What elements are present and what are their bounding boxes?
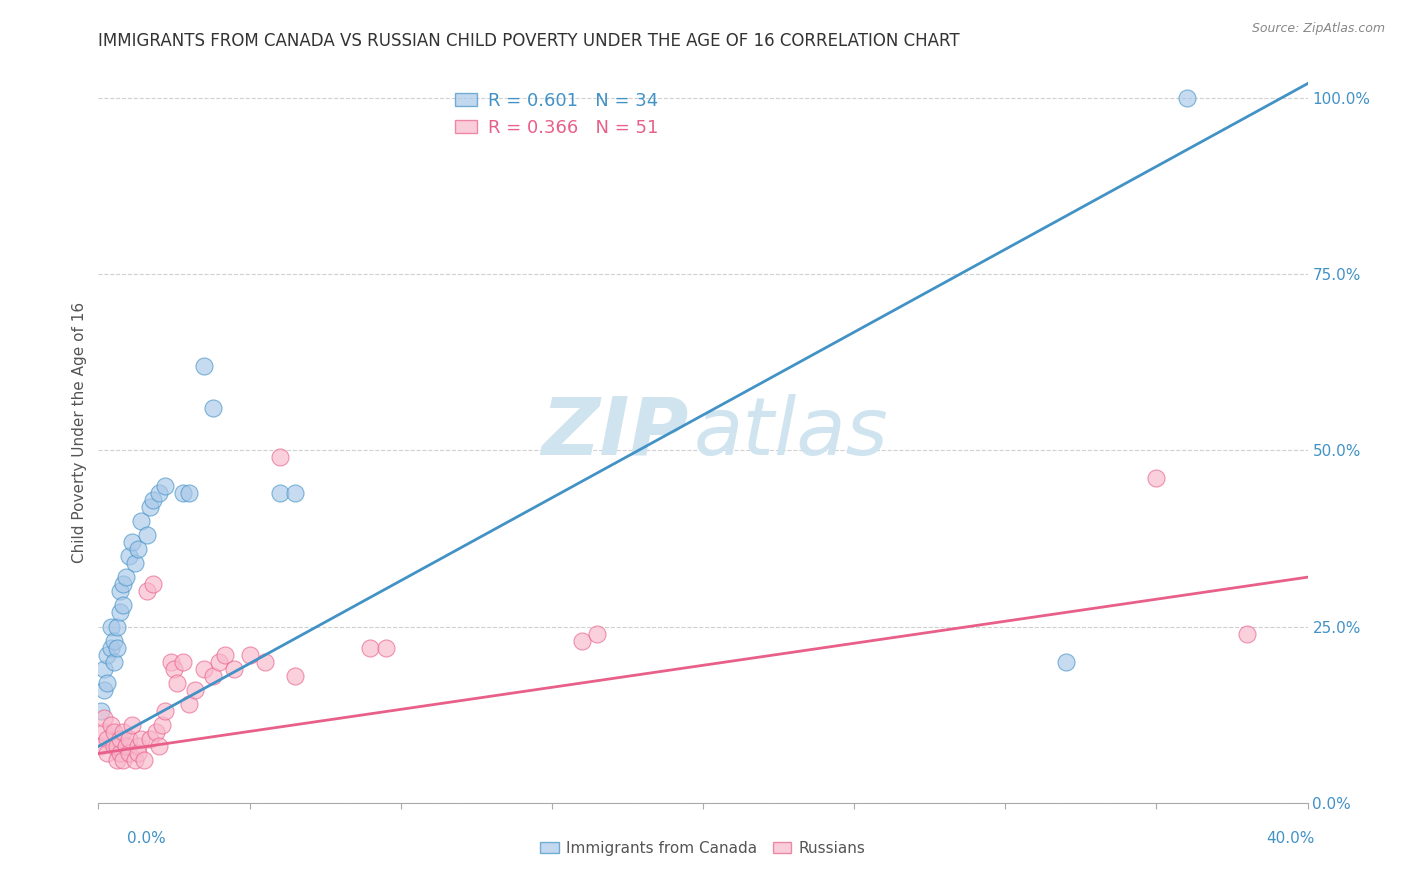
Point bbox=[153, 478, 176, 492]
Legend: Immigrants from Canada, Russians: Immigrants from Canada, Russians bbox=[534, 835, 872, 862]
Point bbox=[93, 683, 115, 698]
Point bbox=[127, 541, 149, 556]
Point bbox=[208, 655, 231, 669]
Point bbox=[90, 739, 112, 754]
Point bbox=[184, 683, 207, 698]
Point bbox=[103, 725, 125, 739]
Point bbox=[111, 754, 134, 768]
Point bbox=[139, 732, 162, 747]
Point bbox=[108, 732, 131, 747]
Point bbox=[193, 662, 215, 676]
Text: atlas: atlas bbox=[693, 393, 889, 472]
Point bbox=[224, 662, 246, 676]
Point bbox=[121, 718, 143, 732]
Point bbox=[193, 359, 215, 373]
Point bbox=[1175, 91, 1198, 105]
Point bbox=[571, 633, 593, 648]
Text: IMMIGRANTS FROM CANADA VS RUSSIAN CHILD POVERTY UNDER THE AGE OF 16 CORRELATION : IMMIGRANTS FROM CANADA VS RUSSIAN CHILD … bbox=[98, 32, 960, 50]
Point bbox=[96, 732, 118, 747]
Point bbox=[93, 711, 115, 725]
Point bbox=[284, 669, 307, 683]
Point bbox=[172, 485, 194, 500]
Point bbox=[103, 633, 125, 648]
Point bbox=[129, 732, 152, 747]
Point bbox=[114, 739, 136, 754]
Point bbox=[135, 528, 157, 542]
Text: 40.0%: 40.0% bbox=[1267, 831, 1315, 846]
Y-axis label: Child Poverty Under the Age of 16: Child Poverty Under the Age of 16 bbox=[72, 302, 87, 563]
Point bbox=[148, 485, 170, 500]
Point bbox=[269, 485, 291, 500]
Point bbox=[153, 704, 176, 718]
Point bbox=[202, 669, 225, 683]
Point bbox=[132, 754, 155, 768]
Point bbox=[239, 648, 262, 662]
Point bbox=[103, 655, 125, 669]
Point bbox=[124, 556, 146, 570]
Point bbox=[111, 599, 134, 613]
Point bbox=[148, 739, 170, 754]
Point bbox=[202, 401, 225, 415]
Point bbox=[360, 640, 382, 655]
Point bbox=[214, 648, 236, 662]
Point bbox=[108, 747, 131, 761]
Point bbox=[127, 739, 149, 754]
Point bbox=[374, 640, 396, 655]
Point bbox=[118, 549, 141, 563]
Point bbox=[118, 747, 141, 761]
Point bbox=[96, 747, 118, 761]
Point bbox=[118, 732, 141, 747]
Point bbox=[284, 485, 307, 500]
Point bbox=[93, 662, 115, 676]
Point bbox=[179, 485, 201, 500]
Point bbox=[96, 676, 118, 690]
Point bbox=[160, 655, 183, 669]
Point bbox=[108, 584, 131, 599]
Point bbox=[135, 584, 157, 599]
Point bbox=[1236, 626, 1258, 640]
Text: ZIP: ZIP bbox=[541, 393, 689, 472]
Point bbox=[111, 725, 134, 739]
Point bbox=[124, 754, 146, 768]
Point bbox=[103, 739, 125, 754]
Point bbox=[269, 450, 291, 465]
Text: Source: ZipAtlas.com: Source: ZipAtlas.com bbox=[1251, 22, 1385, 36]
Point bbox=[111, 577, 134, 591]
Point bbox=[586, 626, 609, 640]
Point bbox=[93, 725, 115, 739]
Point bbox=[100, 619, 122, 633]
Point bbox=[129, 514, 152, 528]
Point bbox=[105, 619, 128, 633]
Point bbox=[172, 655, 194, 669]
Point bbox=[139, 500, 162, 514]
Point bbox=[163, 662, 186, 676]
Point bbox=[121, 535, 143, 549]
Point bbox=[100, 718, 122, 732]
Point bbox=[142, 492, 165, 507]
Point bbox=[100, 640, 122, 655]
Point bbox=[1054, 655, 1077, 669]
Point bbox=[114, 570, 136, 584]
Point bbox=[108, 606, 131, 620]
Point bbox=[253, 655, 276, 669]
Point bbox=[96, 648, 118, 662]
Point bbox=[127, 747, 149, 761]
Point bbox=[179, 697, 201, 711]
Point bbox=[90, 704, 112, 718]
Point bbox=[105, 640, 128, 655]
Point bbox=[1144, 471, 1167, 485]
Point bbox=[142, 577, 165, 591]
Point bbox=[145, 725, 167, 739]
Point bbox=[166, 676, 188, 690]
Point bbox=[105, 739, 128, 754]
Text: 0.0%: 0.0% bbox=[127, 831, 166, 846]
Point bbox=[150, 718, 173, 732]
Point bbox=[105, 754, 128, 768]
